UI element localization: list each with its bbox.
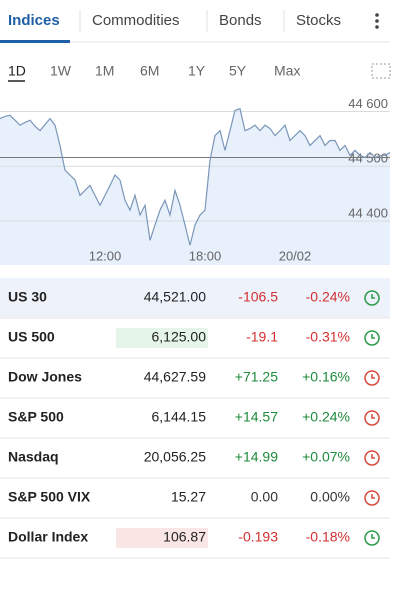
clock-hands [371,414,375,419]
row-change: +14.57 [235,409,278,425]
market-clock [364,370,380,386]
expand-icon[interactable] [371,63,391,79]
row-price: 106.87 [163,529,206,545]
row-price: 44,521.00 [144,289,206,305]
clock-hands [371,334,375,339]
row-change: +71.25 [235,369,278,385]
more-menu[interactable] [375,13,379,29]
row-change-pct: +0.07% [302,449,350,465]
tab[interactable]: Stocks [296,12,341,29]
range-button[interactable]: 1Y [188,63,206,79]
tab[interactable]: Commodities [92,12,180,29]
row-name[interactable]: Dollar Index [8,529,88,545]
row-highlight [0,278,390,318]
market-clock [364,490,380,506]
clock-hands [371,294,375,299]
range-button[interactable]: 1W [50,63,72,79]
area-fill [0,108,390,265]
row-price: 44,627.59 [144,369,206,385]
market-clock [364,450,380,466]
row-name[interactable]: Nasdaq [8,449,59,465]
x-tick-label: 12:00 [89,248,122,263]
tab[interactable]: Bonds [219,12,262,29]
market-clock [364,290,380,306]
market-clock [364,330,380,346]
y-tick-label: 44 600 [348,96,388,111]
range-button[interactable]: 6M [140,63,159,79]
clock-hands [371,534,375,539]
row-change-pct: 0.00% [310,489,350,505]
row-price: 6,144.15 [152,409,207,425]
price-highlight [116,528,208,548]
tab[interactable]: Indices [8,12,60,29]
row-price: 6,125.00 [152,329,207,345]
row-change: +14.99 [235,449,278,465]
row-change: -19.1 [246,329,278,345]
y-tick-label: 44 400 [348,206,388,221]
row-name[interactable]: US 500 [8,329,55,345]
market-clock [364,530,380,546]
row-price: 15.27 [171,489,206,505]
row-change-pct: -0.24% [306,289,350,305]
range-button[interactable]: Max [274,63,300,79]
row-name[interactable]: S&P 500 VIX [8,489,91,505]
price-line [0,107,391,246]
range-button[interactable]: 1D [8,63,26,79]
clock-hands [371,374,375,379]
active-tab-underline [0,40,70,43]
range-button[interactable]: 5Y [229,63,247,79]
clock-hands [371,494,375,499]
row-change-pct: +0.16% [302,369,350,385]
row-name[interactable]: US 30 [8,289,47,305]
row-change: -0.193 [238,529,278,545]
row-change-pct: -0.18% [306,529,350,545]
row-change-pct: -0.31% [306,329,350,345]
price-highlight [116,328,208,348]
row-change: -106.5 [238,289,278,305]
x-tick-label: 20/02 [279,248,312,263]
range-button[interactable]: 1M [95,63,114,79]
y-tick-label: 44 500 [348,151,388,166]
row-name[interactable]: Dow Jones [8,369,82,385]
market-clock [364,410,380,426]
row-price: 20,056.25 [144,449,206,465]
clock-hands [371,454,375,459]
x-tick-label: 18:00 [189,248,222,263]
row-change-pct: +0.24% [302,409,350,425]
row-change: 0.00 [251,489,278,505]
row-name[interactable]: S&P 500 [8,409,64,425]
